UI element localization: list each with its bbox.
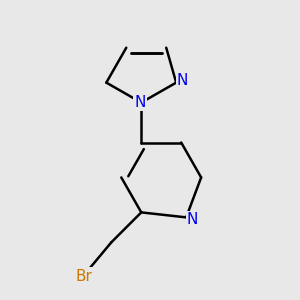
Text: N: N [187,212,198,227]
Text: N: N [177,73,188,88]
Text: Br: Br [75,268,92,284]
Text: N: N [134,95,146,110]
